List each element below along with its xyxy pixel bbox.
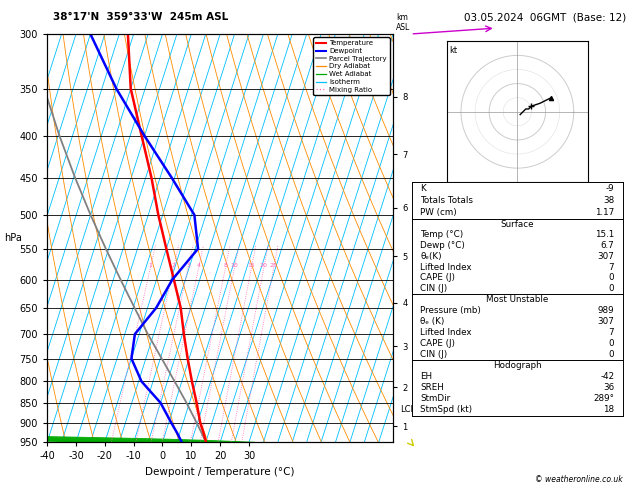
Text: Lifted Index: Lifted Index bbox=[420, 328, 472, 337]
Text: 1: 1 bbox=[148, 262, 152, 267]
Text: 0: 0 bbox=[609, 274, 615, 282]
Text: Dewp (°C): Dewp (°C) bbox=[420, 241, 465, 250]
Text: Totals Totals: Totals Totals bbox=[420, 196, 474, 205]
Text: 03.05.2024  06GMT  (Base: 12): 03.05.2024 06GMT (Base: 12) bbox=[464, 12, 626, 22]
Text: SREH: SREH bbox=[420, 383, 444, 392]
Text: 25: 25 bbox=[270, 262, 277, 267]
Text: Surface: Surface bbox=[501, 220, 534, 228]
Text: Temp (°C): Temp (°C) bbox=[420, 230, 464, 239]
Text: Lifted Index: Lifted Index bbox=[420, 262, 472, 272]
Text: CAPE (J): CAPE (J) bbox=[420, 274, 455, 282]
Text: 15: 15 bbox=[248, 262, 255, 267]
Text: kt: kt bbox=[450, 46, 458, 54]
Text: Pressure (mb): Pressure (mb) bbox=[420, 306, 481, 315]
Text: Hodograph: Hodograph bbox=[493, 361, 542, 370]
Text: 7: 7 bbox=[609, 262, 615, 272]
Text: 6.7: 6.7 bbox=[601, 241, 615, 250]
Text: K: K bbox=[420, 184, 426, 193]
X-axis label: Dewpoint / Temperature (°C): Dewpoint / Temperature (°C) bbox=[145, 467, 295, 477]
Text: 20: 20 bbox=[260, 262, 268, 267]
Text: LCL: LCL bbox=[400, 404, 415, 414]
Text: 3: 3 bbox=[186, 262, 190, 267]
Text: 18: 18 bbox=[603, 405, 615, 415]
Text: EH: EH bbox=[420, 372, 433, 381]
Text: -9: -9 bbox=[606, 184, 615, 193]
Text: θₑ(K): θₑ(K) bbox=[420, 252, 442, 261]
Text: km
ASL: km ASL bbox=[396, 13, 411, 32]
Text: hPa: hPa bbox=[4, 233, 21, 243]
Text: 2: 2 bbox=[172, 262, 175, 267]
Text: 15.1: 15.1 bbox=[595, 230, 615, 239]
Text: 36: 36 bbox=[603, 383, 615, 392]
Text: StmSpd (kt): StmSpd (kt) bbox=[420, 405, 472, 415]
Text: 38°17'N  359°33'W  245m ASL: 38°17'N 359°33'W 245m ASL bbox=[53, 12, 229, 22]
Text: 989: 989 bbox=[598, 306, 615, 315]
Text: Most Unstable: Most Unstable bbox=[486, 295, 548, 304]
Text: 8: 8 bbox=[223, 262, 228, 267]
Text: 0: 0 bbox=[609, 284, 615, 293]
Text: 307: 307 bbox=[598, 252, 615, 261]
Text: 0: 0 bbox=[609, 349, 615, 359]
Text: 7: 7 bbox=[609, 328, 615, 337]
Text: 1.17: 1.17 bbox=[595, 208, 615, 217]
Text: 307: 307 bbox=[598, 317, 615, 326]
Text: © weatheronline.co.uk: © weatheronline.co.uk bbox=[535, 474, 623, 484]
Text: PW (cm): PW (cm) bbox=[420, 208, 457, 217]
Text: 4: 4 bbox=[197, 262, 201, 267]
Text: CAPE (J): CAPE (J) bbox=[420, 339, 455, 348]
Legend: Temperature, Dewpoint, Parcel Trajectory, Dry Adiabat, Wet Adiabat, Isotherm, Mi: Temperature, Dewpoint, Parcel Trajectory… bbox=[313, 37, 389, 95]
Text: 10: 10 bbox=[231, 262, 238, 267]
Text: 289°: 289° bbox=[593, 394, 615, 403]
Text: -42: -42 bbox=[600, 372, 615, 381]
Text: CIN (J): CIN (J) bbox=[420, 284, 448, 293]
Text: CIN (J): CIN (J) bbox=[420, 349, 448, 359]
Text: 38: 38 bbox=[603, 196, 615, 205]
Text: 0: 0 bbox=[609, 339, 615, 348]
Text: θₑ (K): θₑ (K) bbox=[420, 317, 445, 326]
Text: StmDir: StmDir bbox=[420, 394, 450, 403]
